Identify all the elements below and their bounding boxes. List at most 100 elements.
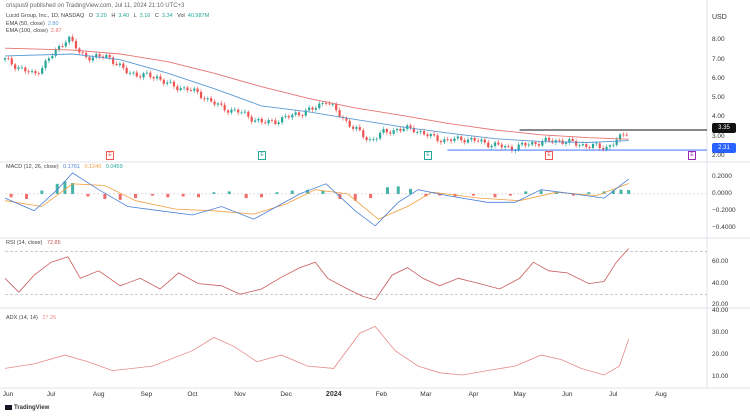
earnings-event-marker[interactable]: E (424, 151, 432, 160)
candle-body (527, 144, 530, 146)
candle-body (44, 60, 47, 69)
ohlc-open-label: O (88, 13, 94, 19)
candle-body (544, 137, 547, 142)
candle-body (257, 118, 260, 121)
candle-body (578, 145, 581, 147)
candle-body (68, 36, 71, 43)
candle-body (449, 139, 453, 142)
candle-body (20, 67, 23, 69)
candle-body (477, 140, 480, 142)
candle-body (17, 67, 20, 69)
macd-histogram-bar (103, 193, 107, 199)
earnings-event-marker[interactable]: E (106, 151, 114, 160)
earnings-event-marker[interactable]: E (545, 151, 553, 160)
candle-body (159, 76, 162, 80)
macd-histogram-bar (424, 193, 428, 197)
tradingview-logo-icon (5, 405, 12, 410)
candle-body (226, 110, 230, 113)
adx-tick-label: 10.00 (712, 373, 729, 381)
macd-histogram-bar (472, 193, 476, 196)
candle-body (95, 54, 98, 58)
earnings-event-marker[interactable]: E (688, 151, 696, 160)
symbol-title: Lucid Group, Inc., 1D, NASDAQ (6, 13, 85, 19)
candle-body (37, 73, 40, 75)
macd-histogram-bar (9, 193, 13, 198)
macd-histogram-bar (275, 192, 279, 194)
candle-body (534, 142, 537, 145)
adx-tick-label: 40.00 (712, 307, 729, 314)
candle-body (389, 132, 392, 134)
rsi-tick-label: 20.00 (712, 301, 729, 308)
candle-body (385, 129, 388, 133)
candle-body (115, 63, 118, 65)
candle-body (402, 128, 405, 131)
candle-body (510, 146, 514, 151)
volume-label: Vol (177, 13, 185, 19)
macd-histogram-bar (353, 193, 357, 201)
volume-value: 40.987M (187, 13, 210, 19)
candle-body (345, 118, 348, 121)
price-tick-label: 4.00 (712, 113, 725, 121)
candle-body (291, 114, 294, 118)
candle-body (399, 128, 402, 131)
candle-body (210, 98, 213, 102)
candle-body (608, 145, 612, 147)
macd-histogram-bar (118, 193, 122, 200)
candle-body (605, 146, 608, 150)
candle-body (41, 68, 44, 74)
x-tick-label: Sep (140, 391, 153, 398)
candle-body (132, 72, 135, 74)
earnings-event-marker[interactable]: E (258, 151, 266, 160)
macd-value: 0.1761 (63, 164, 80, 170)
candle-body (422, 131, 426, 135)
candle-body (203, 98, 206, 100)
candle-body (537, 144, 541, 146)
candle-body (382, 129, 385, 133)
candle-body (162, 79, 165, 84)
rsi-value: 72.85 (46, 240, 61, 246)
candle-body (372, 139, 375, 141)
ohlc-high: 3.40 (118, 13, 130, 19)
candle-body (588, 146, 591, 148)
candle-body (54, 49, 57, 56)
candle-body (237, 109, 240, 113)
macd-histogram-bar (86, 193, 90, 197)
x-tick-label: Feb (375, 391, 387, 398)
candle-body (91, 57, 94, 61)
candle-body (446, 139, 449, 141)
candle-body (149, 72, 152, 78)
candle-body (88, 57, 91, 61)
candle-body (392, 130, 395, 134)
candle-body (216, 103, 220, 105)
x-tick-label: Aug (92, 391, 105, 398)
ohlc-high-label: H (111, 13, 116, 19)
candle-body (64, 42, 67, 47)
candle-body (267, 119, 270, 124)
candle-body (581, 144, 584, 146)
macd-histogram-bar (290, 190, 294, 194)
tradingview-logo: TradingView (5, 405, 49, 411)
candle-body (30, 71, 34, 73)
rsi-legend: RSI (14, close) 72.85 (6, 240, 64, 246)
macd-histogram-bar (55, 183, 59, 194)
candle-body (615, 139, 618, 145)
macd-histogram-bar (71, 182, 75, 194)
candle-body (172, 81, 176, 87)
candle-body (463, 140, 466, 143)
candle-body (507, 146, 510, 147)
candle-body (206, 98, 209, 100)
macd-histogram-bar (63, 181, 67, 194)
macd-tick-label: 0.0000 (712, 189, 732, 197)
ema100-legend: EMA (100, close) 2.87 (6, 28, 65, 34)
histogram-value: 0.0459 (105, 164, 123, 170)
ema100-label: EMA (100, close) (6, 28, 48, 34)
candle-body (568, 138, 571, 143)
candle-body (112, 57, 115, 64)
candle-body (169, 81, 172, 83)
x-tick-label: Jul (46, 391, 56, 398)
candle-body (304, 110, 307, 116)
candle-body (81, 52, 84, 54)
publisher-line: crispus9 published on TradingView.com, J… (6, 3, 185, 9)
macd-histogram-bar (508, 193, 512, 196)
